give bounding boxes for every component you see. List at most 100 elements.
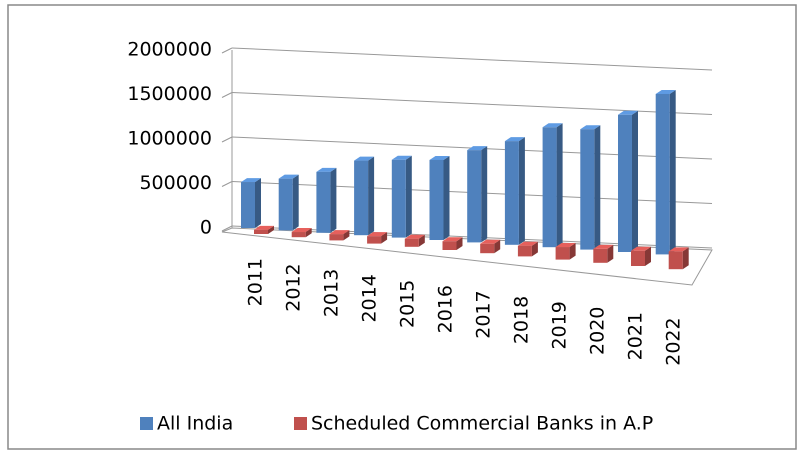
- bar: [391, 159, 406, 238]
- x-tick-label: 2020: [587, 307, 609, 355]
- grid-line-side: [221, 47, 233, 54]
- y-tick-label: 1000000: [127, 128, 212, 150]
- bar-side: [531, 241, 538, 257]
- x-tick-label: 2017: [473, 290, 495, 338]
- bar: [316, 171, 331, 233]
- bar: [241, 182, 255, 228]
- bar-side: [255, 178, 261, 228]
- x-tick-label: 2015: [397, 280, 419, 328]
- bar-side: [632, 110, 638, 252]
- y-tick-label: 0: [200, 217, 212, 239]
- bar: [291, 232, 306, 238]
- bar-side: [405, 155, 412, 238]
- bar: [467, 150, 482, 243]
- bar-top: [467, 146, 488, 151]
- bar: [429, 159, 444, 240]
- legend-label: All India: [157, 413, 233, 435]
- legend-label: Scheduled Commercial Banks in A.P: [311, 413, 653, 435]
- bar-side: [292, 174, 299, 231]
- bar-side: [268, 225, 274, 234]
- x-tick-label: 2018: [511, 296, 533, 344]
- bar: [278, 178, 293, 231]
- bar: [580, 129, 595, 250]
- bar-top: [593, 244, 614, 249]
- y-tick-label: 2000000: [127, 39, 212, 61]
- x-tick-label: 2013: [321, 269, 343, 317]
- bar-top: [580, 125, 601, 130]
- bar-top: [442, 237, 463, 242]
- bar-top: [391, 155, 412, 160]
- bar-top: [316, 167, 337, 172]
- bar-side: [669, 89, 676, 255]
- bar-top: [555, 243, 576, 248]
- bar: [655, 93, 670, 255]
- bar-side: [456, 237, 463, 250]
- bar: [668, 251, 683, 270]
- bar-top: [278, 174, 299, 179]
- legend-swatch: [294, 417, 307, 430]
- bar-side: [381, 232, 388, 244]
- grid-line-side: [221, 225, 233, 232]
- bar: [593, 248, 608, 263]
- bar: [555, 247, 570, 260]
- bar-side: [418, 234, 425, 247]
- bar-side: [556, 123, 563, 248]
- bar-top: [542, 123, 563, 128]
- bar: [354, 160, 369, 236]
- bar-top: [618, 110, 638, 115]
- legend-swatch: [140, 417, 153, 430]
- bar: [442, 241, 457, 250]
- bar-side: [594, 125, 601, 250]
- bar-top: [354, 156, 375, 161]
- bar-top: [254, 225, 274, 230]
- bar-side: [481, 146, 488, 243]
- bar-side: [518, 137, 525, 245]
- bar-side: [443, 155, 450, 240]
- bar-top: [517, 241, 538, 246]
- bar-side: [494, 239, 501, 254]
- bar-top: [429, 155, 450, 160]
- grid-line: [231, 47, 713, 71]
- bar-top: [655, 89, 676, 94]
- x-tick-label: 2016: [435, 285, 457, 333]
- bar-top: [480, 239, 501, 244]
- grid-line-side: [221, 181, 233, 187]
- x-tick-label: 2019: [549, 301, 571, 349]
- bar: [631, 250, 645, 266]
- bar-top: [367, 232, 388, 237]
- bar: [329, 234, 344, 241]
- bar: [517, 245, 532, 257]
- bar: [367, 236, 382, 244]
- bar-side: [569, 243, 576, 260]
- bar: [404, 238, 419, 247]
- grid-line-side: [221, 92, 233, 98]
- bar-top: [504, 137, 525, 142]
- y-tick-label: 1500000: [127, 83, 212, 105]
- x-tick-label: 2012: [283, 263, 305, 311]
- bar-side: [343, 230, 350, 241]
- x-tick-label: 2021: [625, 312, 647, 360]
- y-tick-label: 500000: [139, 172, 212, 194]
- bar-top: [241, 178, 261, 183]
- bar-side: [368, 156, 375, 236]
- bar-side: [305, 228, 312, 238]
- bar-top: [291, 228, 312, 233]
- bar-top: [404, 234, 425, 239]
- grid-line-side: [221, 136, 233, 143]
- bar-top: [668, 247, 689, 252]
- bar: [542, 127, 557, 248]
- bar-top: [329, 230, 350, 235]
- bar-side: [330, 167, 337, 233]
- x-tick-label: 2011: [245, 258, 267, 306]
- bar: [618, 114, 632, 252]
- bar-top: [631, 246, 651, 251]
- bar-side: [645, 246, 651, 266]
- x-tick-label: 2022: [663, 317, 685, 365]
- bar: [254, 229, 268, 234]
- bar-side: [607, 244, 614, 263]
- x-tick-label: 2014: [359, 274, 381, 322]
- bar: [504, 141, 519, 245]
- bar-side: [682, 247, 689, 270]
- bar: [480, 243, 495, 254]
